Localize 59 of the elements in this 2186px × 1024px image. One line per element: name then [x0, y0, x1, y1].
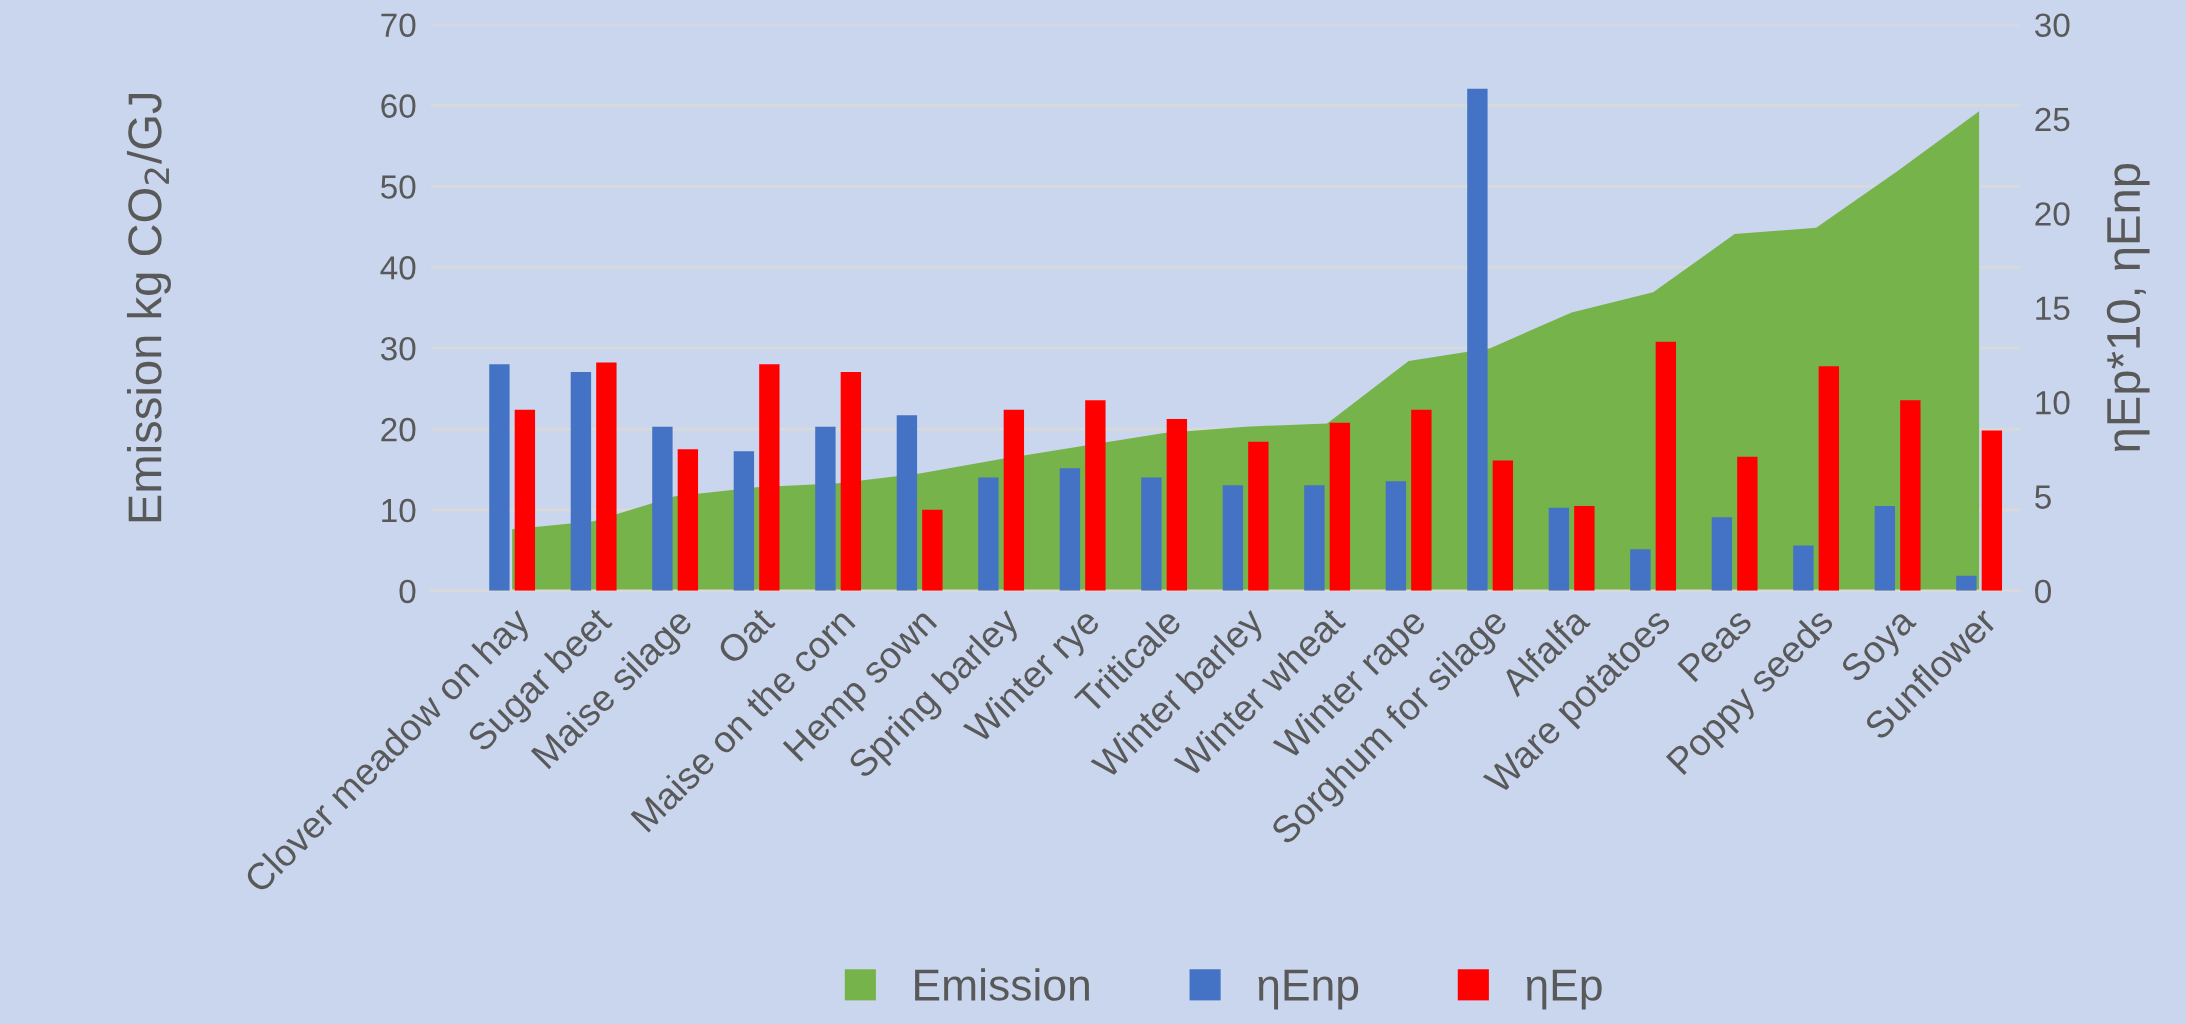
y-axis-title: Emission kg CO$_{2}$/GJ: [126, 93, 171, 522]
bar: [1141, 477, 1162, 591]
bar: [489, 364, 510, 591]
bar: [840, 371, 862, 591]
y2-tick-label: 20: [2035, 202, 2070, 226]
bar: [1793, 545, 1814, 591]
bar: [570, 371, 592, 591]
bar: [1900, 400, 1921, 591]
y-tick-label: 10: [382, 498, 416, 523]
bar: [1329, 422, 1351, 591]
bar: [1574, 505, 1595, 591]
y2-tick-label: 25: [2035, 107, 2070, 132]
bar: [978, 477, 999, 591]
bar: [514, 409, 536, 591]
bar: [1492, 460, 1514, 591]
bar: [1003, 409, 1025, 591]
y2-tick-label: 5: [2035, 485, 2051, 509]
bar: [1711, 517, 1733, 591]
bar: [1655, 341, 1677, 591]
bar: [1059, 468, 1081, 591]
legend-label: Emission: [915, 968, 1089, 1001]
bar: [596, 362, 617, 591]
bar: [1467, 88, 1488, 591]
bar: [815, 426, 836, 591]
bar: [1166, 419, 1188, 591]
bar: [1248, 441, 1269, 591]
bar: [1085, 400, 1106, 591]
bar: [1737, 456, 1758, 591]
y2-tick-label: 0: [2035, 579, 2051, 604]
y-tick-label: 40: [380, 256, 416, 280]
bar: [896, 415, 918, 591]
bar: [1981, 430, 2003, 591]
bar: [1385, 481, 1407, 591]
y2-tick-label: 10: [2036, 390, 2070, 415]
bar: [1411, 409, 1432, 591]
y-tick-label: 0: [399, 579, 416, 604]
bar: [652, 426, 673, 591]
bar: [1630, 549, 1651, 591]
y2-axis-title: ηEp*10, ηEnp: [2106, 163, 2150, 451]
bar: [1222, 485, 1244, 591]
bar: [1818, 366, 1840, 591]
bar: [759, 364, 780, 591]
y2-tick-label: 15: [2036, 296, 2070, 321]
legend-label: ηEp: [1526, 969, 1602, 1010]
x-tick-label: Oat: [715, 605, 776, 666]
y-tick-label: 70: [381, 13, 416, 37]
y-tick-label: 60: [381, 94, 416, 118]
bar: [1548, 507, 1570, 591]
legend-label: ηEnp: [1258, 969, 1359, 1010]
y2-tick-label: 30: [2035, 13, 2070, 37]
bar: [1304, 485, 1325, 591]
bar: [677, 449, 699, 591]
bar: [1956, 575, 1977, 591]
y-tick-label: 30: [380, 336, 416, 361]
bar: [1874, 505, 1896, 591]
bar: [922, 509, 943, 591]
y-tick-label: 50: [381, 175, 416, 199]
y-tick-label: 20: [381, 417, 416, 442]
bar: [733, 451, 755, 591]
